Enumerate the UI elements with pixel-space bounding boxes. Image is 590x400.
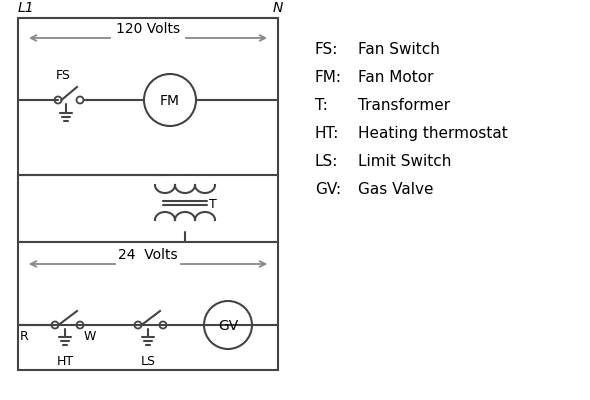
Text: W: W [84, 330, 96, 343]
Text: Fan Motor: Fan Motor [358, 70, 434, 85]
Text: N: N [273, 1, 283, 15]
Text: T:: T: [315, 98, 328, 113]
Text: GV:: GV: [315, 182, 341, 197]
Text: 24  Volts: 24 Volts [118, 248, 178, 262]
Text: 120 Volts: 120 Volts [116, 22, 180, 36]
Text: LS:: LS: [315, 154, 339, 169]
Text: FS:: FS: [315, 42, 339, 57]
Text: Gas Valve: Gas Valve [358, 182, 434, 197]
Text: HT:: HT: [315, 126, 339, 141]
Text: FS: FS [56, 69, 71, 82]
Text: R: R [20, 330, 29, 343]
Text: Transformer: Transformer [358, 98, 450, 113]
Text: Limit Switch: Limit Switch [358, 154, 451, 169]
Text: Fan Switch: Fan Switch [358, 42, 440, 57]
Text: Heating thermostat: Heating thermostat [358, 126, 508, 141]
Text: FM:: FM: [315, 70, 342, 85]
Text: LS: LS [140, 355, 156, 368]
Text: L1: L1 [18, 1, 35, 15]
Text: GV: GV [218, 319, 238, 333]
Text: T: T [209, 198, 217, 210]
Text: FM: FM [160, 94, 180, 108]
Text: HT: HT [57, 355, 74, 368]
